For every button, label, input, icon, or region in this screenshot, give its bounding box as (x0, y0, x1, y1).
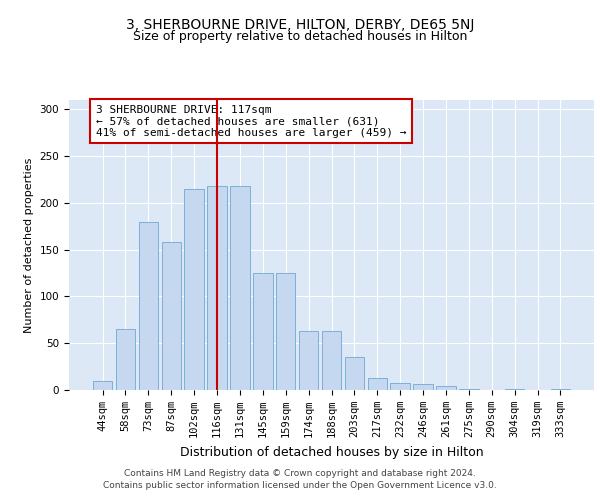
Text: Contains public sector information licensed under the Open Government Licence v3: Contains public sector information licen… (103, 481, 497, 490)
Text: Contains HM Land Registry data © Crown copyright and database right 2024.: Contains HM Land Registry data © Crown c… (124, 468, 476, 477)
Bar (459, 389, 479, 390)
Bar (368, 378, 387, 390)
Bar (299, 331, 319, 390)
Bar (93, 380, 112, 390)
Bar (276, 273, 295, 390)
Bar (344, 358, 364, 390)
Y-axis label: Number of detached properties: Number of detached properties (24, 158, 34, 332)
Bar (391, 384, 410, 390)
Bar (116, 329, 135, 390)
Text: 3, SHERBOURNE DRIVE, HILTON, DERBY, DE65 5NJ: 3, SHERBOURNE DRIVE, HILTON, DERBY, DE65… (126, 18, 474, 32)
Bar (322, 331, 341, 390)
X-axis label: Distribution of detached houses by size in Hilton: Distribution of detached houses by size … (179, 446, 484, 458)
Bar (551, 389, 570, 390)
Bar (413, 384, 433, 390)
Text: 3 SHERBOURNE DRIVE: 117sqm
← 57% of detached houses are smaller (631)
41% of sem: 3 SHERBOURNE DRIVE: 117sqm ← 57% of deta… (96, 104, 406, 138)
Bar (184, 189, 204, 390)
Bar (208, 186, 227, 390)
Text: Size of property relative to detached houses in Hilton: Size of property relative to detached ho… (133, 30, 467, 43)
Bar (139, 222, 158, 390)
Bar (436, 386, 455, 390)
Bar (230, 186, 250, 390)
Bar (161, 242, 181, 390)
Bar (253, 273, 272, 390)
Bar (505, 389, 524, 390)
